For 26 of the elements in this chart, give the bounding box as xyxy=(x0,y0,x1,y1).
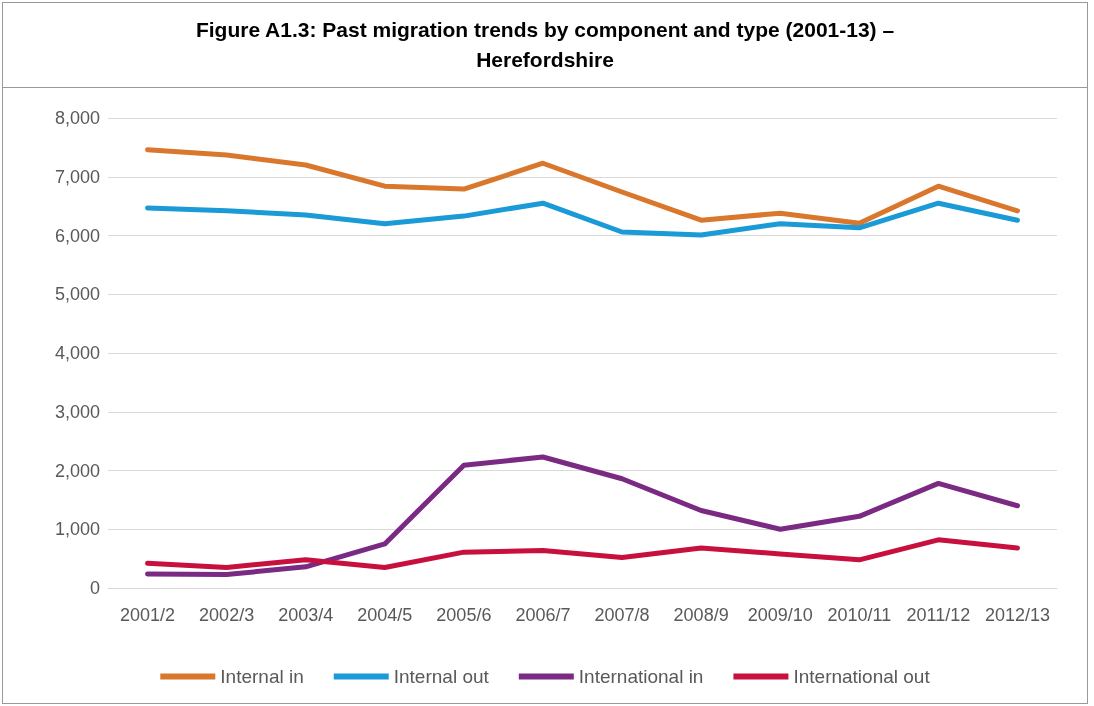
y-tick-label: 5,000 xyxy=(54,284,100,305)
x-tick-label: 2003/4 xyxy=(278,605,334,625)
y-tick-label: 0 xyxy=(89,578,100,598)
x-tick-label: 2004/5 xyxy=(357,605,413,625)
y-tick-label: 1,000 xyxy=(54,519,100,540)
legend-label: Internal in xyxy=(220,666,304,687)
x-tick-label: 2008/9 xyxy=(673,605,729,625)
x-tick-label: 2010/11 xyxy=(827,605,892,625)
x-tick-label: 2009/10 xyxy=(747,605,813,625)
x-tick-label: 2006/7 xyxy=(515,605,571,625)
x-tick-label: 2005/6 xyxy=(436,605,492,625)
x-tick-label: 2011/12 xyxy=(906,605,971,625)
legend-label: International in xyxy=(578,666,704,687)
x-tick-label: 2007/8 xyxy=(594,605,650,625)
y-tick-label: 7,000 xyxy=(54,166,100,187)
y-tick-label: 2,000 xyxy=(54,460,100,481)
y-tick-label: 4,000 xyxy=(54,343,100,363)
y-tick-label: 3,000 xyxy=(54,401,100,422)
y-tick-label: 6,000 xyxy=(54,225,100,246)
x-tick-label: 2012/13 xyxy=(984,605,1050,625)
chart-title: Figure A1.3: Past migration trends by component and type (2001-13) – Herefordshire xyxy=(3,3,1087,88)
y-tick-label: 8,000 xyxy=(54,108,100,128)
x-tick-label: 2001/2 xyxy=(120,605,176,625)
legend-label: International out xyxy=(793,666,931,687)
x-tick-label: 2002/3 xyxy=(199,605,255,625)
legend-label: Internal out xyxy=(393,666,490,687)
